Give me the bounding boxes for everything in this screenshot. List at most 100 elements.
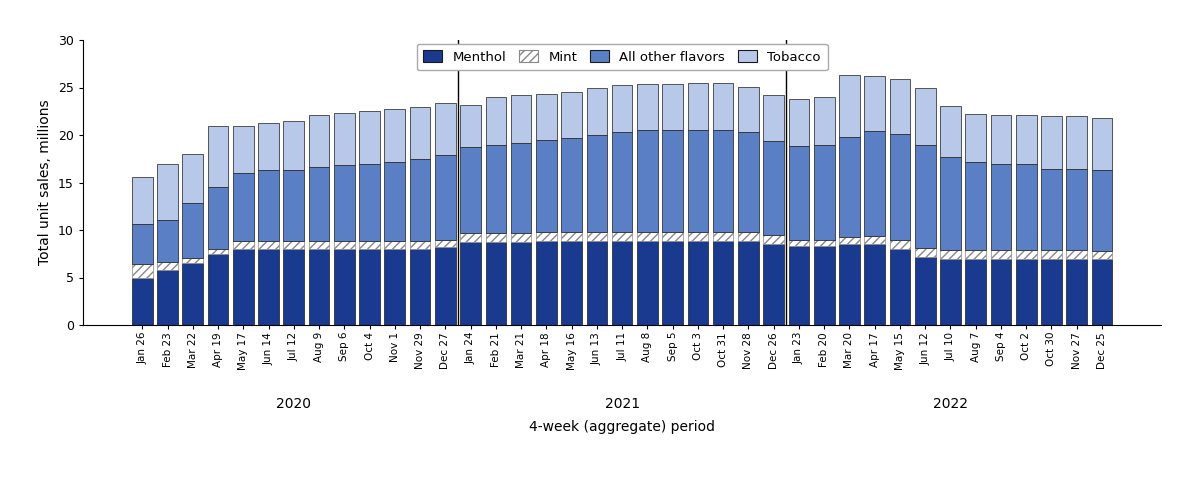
Bar (966, 250, 986, 258)
Bar (890, 134, 910, 240)
Bar (763, 235, 784, 244)
Bar (309, 115, 329, 168)
Bar (207, 249, 229, 254)
Bar (132, 264, 153, 278)
Bar (435, 247, 456, 325)
Y-axis label: Total unit sales, millions: Total unit sales, millions (38, 100, 52, 266)
Bar (486, 242, 506, 325)
Bar (814, 240, 834, 246)
Bar (839, 137, 860, 236)
Bar (1016, 250, 1037, 258)
Bar (309, 242, 329, 249)
Bar (890, 240, 910, 249)
Bar (536, 242, 557, 325)
Bar (486, 144, 506, 233)
Bar (158, 220, 178, 262)
Bar (410, 106, 430, 159)
Bar (334, 113, 354, 166)
Bar (158, 262, 178, 270)
Bar (966, 114, 986, 162)
Bar (638, 232, 658, 241)
Bar (460, 233, 481, 242)
Bar (258, 249, 278, 325)
Bar (611, 242, 633, 325)
Bar (915, 248, 935, 256)
Bar (1016, 115, 1037, 164)
Bar (536, 94, 557, 140)
Bar (587, 135, 607, 232)
Bar (839, 75, 860, 137)
Bar (587, 242, 607, 325)
Bar (1066, 169, 1087, 250)
Bar (536, 140, 557, 232)
Bar (991, 258, 1011, 325)
Bar (611, 84, 633, 132)
Bar (1042, 116, 1062, 169)
Bar (687, 82, 709, 130)
Bar (384, 249, 405, 325)
Bar (182, 204, 203, 258)
Bar (1091, 170, 1113, 251)
Bar (587, 88, 607, 135)
Bar (233, 126, 254, 173)
Bar (864, 244, 885, 325)
Bar (158, 270, 178, 325)
Bar (713, 242, 734, 325)
Bar (460, 242, 481, 325)
Bar (158, 164, 178, 220)
Bar (738, 86, 758, 132)
Bar (460, 148, 481, 233)
Bar (662, 232, 683, 241)
Bar (839, 236, 860, 244)
Bar (309, 249, 329, 325)
Bar (966, 258, 986, 325)
Bar (334, 166, 354, 242)
Bar (384, 242, 405, 249)
Bar (864, 131, 885, 236)
Bar (233, 249, 254, 325)
Bar (788, 146, 809, 240)
Bar (460, 104, 481, 148)
Bar (486, 97, 506, 144)
Bar (915, 256, 935, 325)
Bar (687, 232, 709, 241)
Bar (511, 142, 531, 233)
Bar (814, 246, 834, 325)
Bar (991, 115, 1011, 164)
Bar (435, 155, 456, 240)
Bar (814, 97, 834, 144)
Bar (662, 242, 683, 325)
Bar (1042, 250, 1062, 258)
Bar (864, 76, 885, 131)
Text: 2022: 2022 (933, 397, 968, 411)
Bar (410, 249, 430, 325)
Bar (359, 242, 380, 249)
Bar (638, 84, 658, 130)
Bar (940, 106, 961, 157)
Bar (334, 249, 354, 325)
Bar (562, 232, 582, 241)
Bar (511, 95, 531, 142)
Bar (915, 146, 935, 248)
Bar (258, 242, 278, 249)
Bar (384, 162, 405, 242)
Bar (207, 254, 229, 325)
Bar (309, 168, 329, 242)
Bar (940, 258, 961, 325)
Bar (890, 249, 910, 325)
Bar (207, 126, 229, 187)
Bar (1016, 164, 1037, 250)
Bar (283, 170, 305, 242)
Bar (788, 99, 809, 146)
Bar (435, 240, 456, 247)
Bar (763, 95, 784, 140)
Bar (410, 159, 430, 242)
Bar (258, 122, 278, 170)
Bar (991, 164, 1011, 250)
Bar (486, 233, 506, 242)
Bar (611, 132, 633, 232)
Bar (839, 244, 860, 325)
Bar (1066, 250, 1087, 258)
Bar (788, 240, 809, 246)
Bar (788, 246, 809, 325)
